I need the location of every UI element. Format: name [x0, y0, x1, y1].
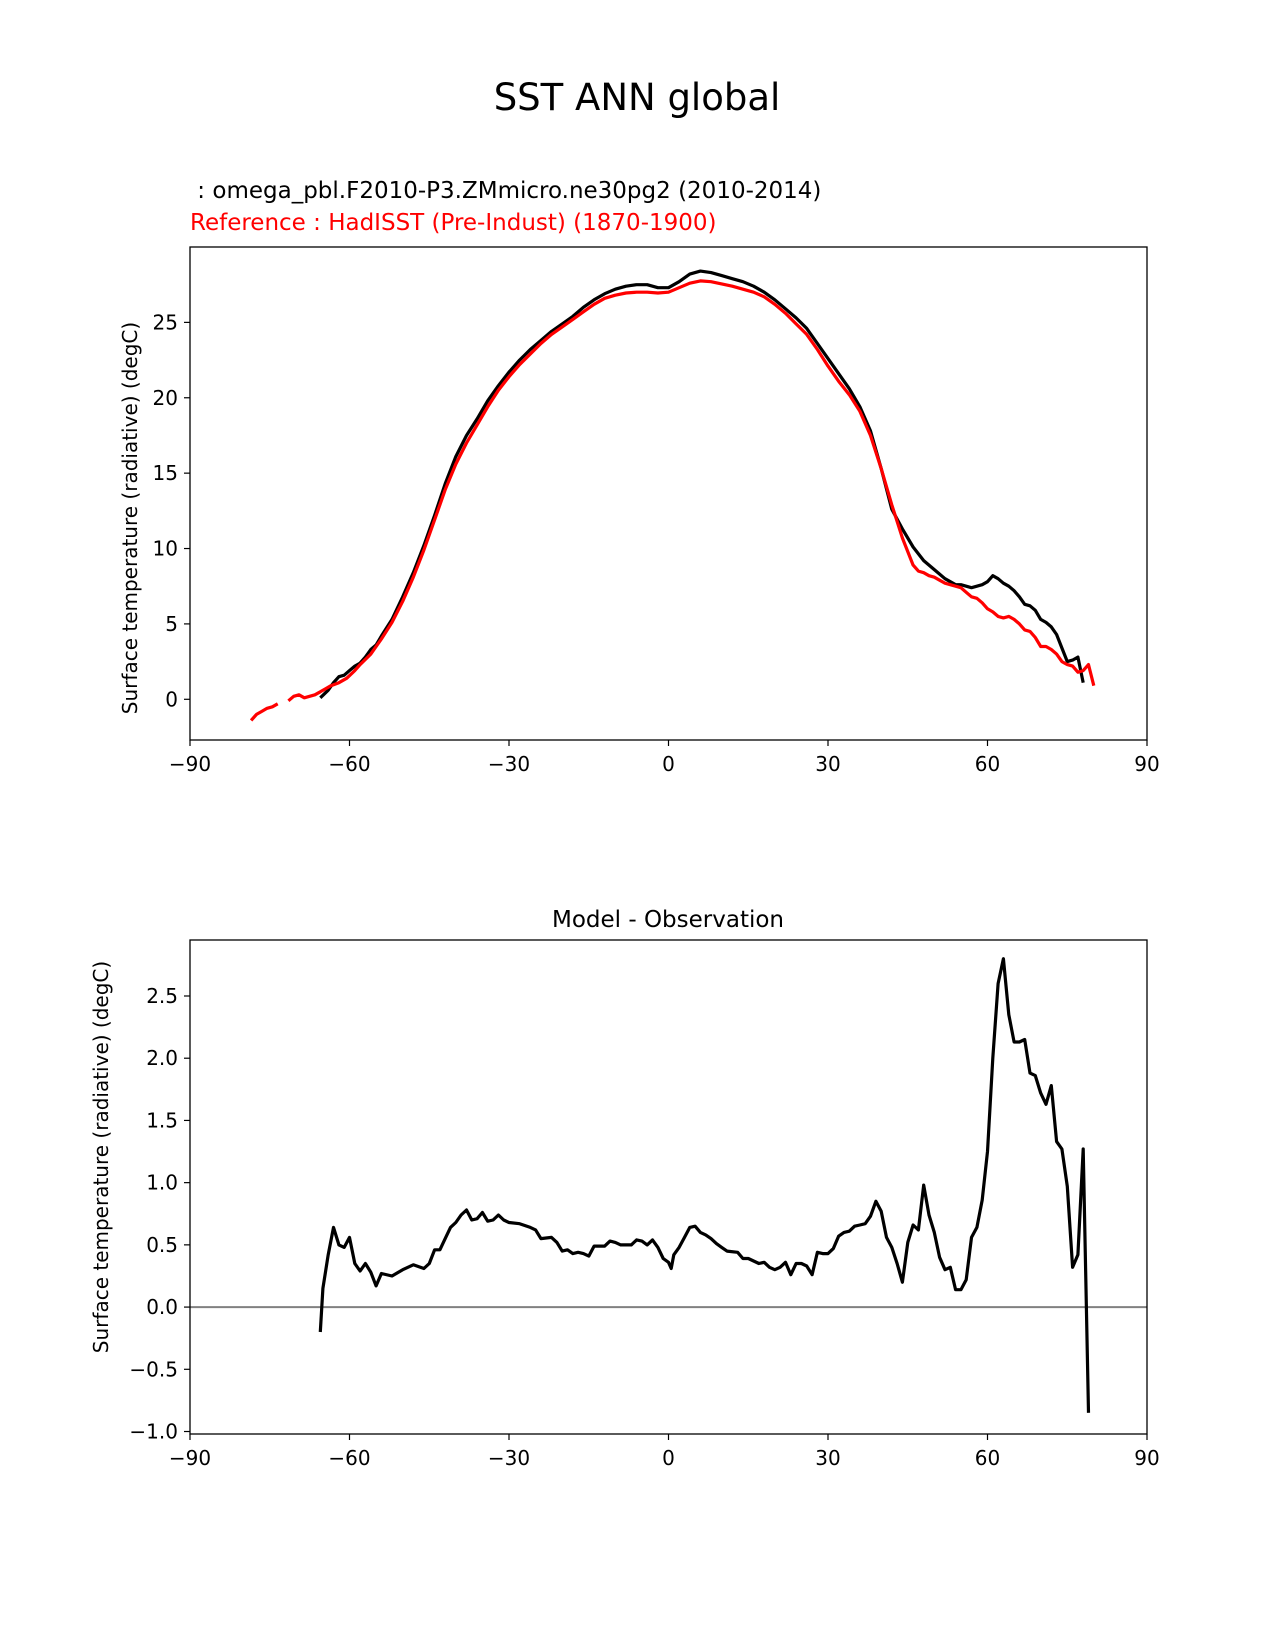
bottom-y-tick-label: −1.0: [129, 1420, 178, 1444]
top-x-tick-label: −90: [169, 752, 211, 776]
bottom-y-axis-label: Surface temperature (radiative) (degC): [89, 961, 113, 1353]
bottom-y-tick-label: 0.5: [146, 1233, 178, 1257]
bottom-panel-title: Model - Observation: [552, 907, 784, 933]
top-x-tick-label: −60: [328, 752, 370, 776]
bottom-x-tick-label: −90: [169, 1446, 211, 1470]
top-y-tick-label: 15: [153, 461, 178, 485]
top-x-tick-label: 90: [1134, 752, 1159, 776]
bottom-plot-lines: [318, 957, 1091, 1413]
top-panel: : omega_pbl.F2010-P3.ZMmicro.ne30pg2 (20…: [118, 178, 1160, 776]
bottom-x-tick-label: 90: [1134, 1446, 1159, 1470]
bottom-axis-ticks: −90 −60 −30 0 30 60 90 −1.0 −0.5 0.0 0.5 1.0 1.5 2.0 2…: [129, 984, 1159, 1470]
top-plot-frame: [189, 246, 1148, 741]
bottom-y-tick-label: 2.0: [146, 1046, 178, 1070]
bottom-x-tick-label: −30: [488, 1446, 530, 1470]
bottom-x-tick-label: −60: [328, 1446, 370, 1470]
bottom-panel: Model - Observation Surface temperature …: [89, 907, 1160, 1470]
top-series-line-1: [287, 279, 1096, 703]
bottom-x-tick-label: 60: [975, 1446, 1000, 1470]
top-x-tick-label: 0: [662, 752, 675, 776]
top-y-tick-label: 25: [153, 310, 178, 334]
bottom-y-tick-label: 1.5: [146, 1108, 178, 1132]
reference-case-label: Reference : HadISST (Pre-Indust) (1870-1…: [190, 210, 717, 236]
bottom-x-tick-label: 0: [662, 1446, 675, 1470]
bottom-y-tick-label: 2.5: [146, 984, 178, 1008]
top-y-tick-label: 5: [165, 612, 178, 636]
top-y-tick-label: 10: [153, 537, 178, 561]
bottom-plot-frame: [189, 939, 1148, 1435]
top-y-axis-label: Surface temperature (radiative) (degC): [118, 322, 142, 714]
figure-title: SST ANN global: [494, 76, 781, 119]
top-series-line-0: [319, 269, 1085, 699]
top-y-tick-label: 0: [165, 687, 178, 711]
top-x-tick-label: 60: [975, 752, 1000, 776]
top-y-tick-label: 20: [153, 386, 178, 410]
bottom-y-tick-label: 1.0: [146, 1171, 178, 1195]
top-x-tick-label: −30: [488, 752, 530, 776]
top-axis-ticks: −90 −60 −30 0 30 60 90 0 5 10 15 20 25: [153, 310, 1160, 776]
bottom-x-tick-label: 30: [815, 1446, 840, 1470]
bottom-series-line-0: [318, 957, 1091, 1413]
top-plot-lines: [249, 269, 1096, 722]
top-series-line-1: [249, 702, 279, 722]
bottom-y-tick-label: 0.0: [146, 1295, 178, 1319]
bottom-y-tick-label: −0.5: [129, 1357, 178, 1381]
top-x-tick-label: 30: [815, 752, 840, 776]
test-case-label: : omega_pbl.F2010-P3.ZMmicro.ne30pg2 (20…: [190, 178, 821, 204]
